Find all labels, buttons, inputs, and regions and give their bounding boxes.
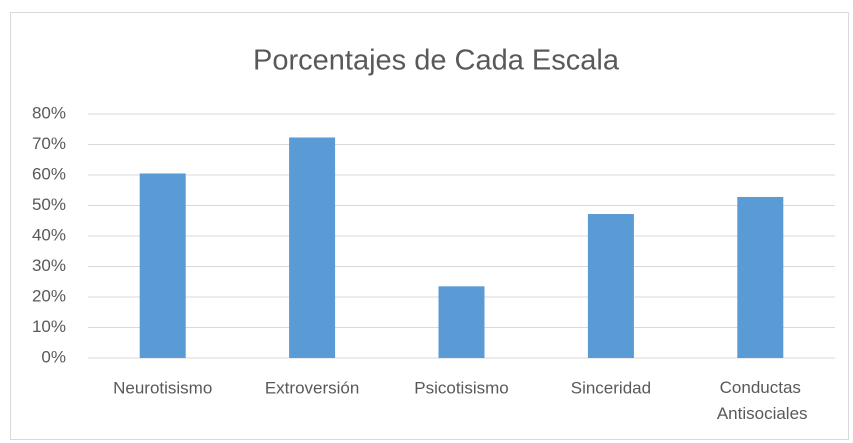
bar [289,137,336,358]
y-tick-label: 60% [32,164,66,183]
y-tick-label: 40% [32,225,66,244]
y-tick-label: 20% [32,286,66,305]
chart-title: Porcentajes de Cada Escala [253,45,620,77]
x-tick-label: Sinceridad [571,378,651,397]
bar [139,173,186,358]
x-tick-label: Conductas Antisociales [713,378,808,423]
y-tick-label: 30% [32,256,66,275]
y-tick-label: 70% [32,134,66,153]
y-tick-label: 10% [32,317,66,336]
bar [438,286,485,358]
y-tick-label: 50% [32,195,66,214]
x-tick-label: Extroversión [265,378,359,397]
x-tick-label: Psicotisismo [414,378,508,397]
y-tick-label: 80% [32,103,66,122]
bar [587,214,634,358]
y-tick-label: 0% [41,347,66,366]
bar [737,196,784,358]
x-tick-label: Neurotisismo [113,378,212,397]
